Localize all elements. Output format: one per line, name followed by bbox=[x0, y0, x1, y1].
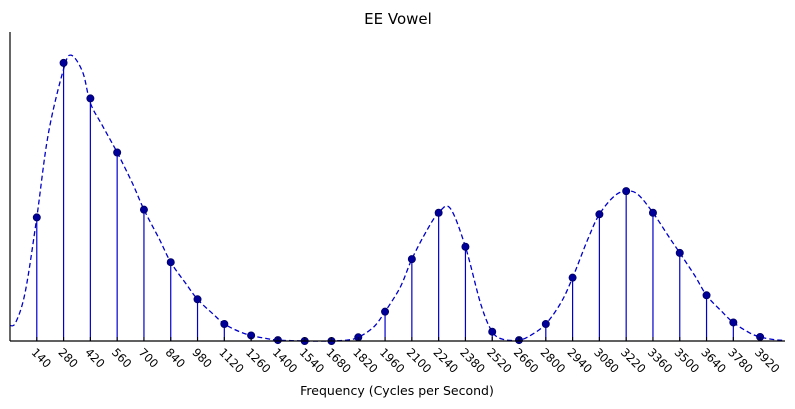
x-tick-label: 280 bbox=[55, 345, 80, 370]
x-axis-ticks: 140 280 420 560 700 840 980 1120126014001540168… bbox=[29, 337, 783, 376]
x-tick-label: 1820 bbox=[350, 345, 381, 376]
stem-marker bbox=[461, 242, 470, 251]
stem-marker bbox=[86, 94, 95, 103]
stem-marker bbox=[488, 327, 497, 336]
x-tick-label: 1260 bbox=[243, 345, 274, 376]
x-tick-label: 3220 bbox=[618, 345, 649, 376]
x-axis-label: Frequency (Cycles per Second) bbox=[300, 383, 494, 398]
stem-marker bbox=[675, 248, 684, 257]
x-tick-label: 1120 bbox=[216, 345, 247, 376]
x-tick-label: 3080 bbox=[591, 345, 622, 376]
x-tick-label: 3360 bbox=[645, 345, 676, 376]
stem-marker bbox=[59, 58, 68, 67]
stem-marker bbox=[139, 205, 148, 214]
x-tick-label: 2800 bbox=[538, 345, 569, 376]
stem-marker bbox=[568, 273, 577, 282]
stem-marker bbox=[541, 320, 550, 329]
stem-marker bbox=[407, 255, 416, 264]
x-tick-label: 1400 bbox=[270, 345, 301, 376]
x-tick-label: 3500 bbox=[672, 345, 703, 376]
plot-area bbox=[9, 54, 786, 345]
stem-marker bbox=[166, 258, 175, 267]
stem-marker bbox=[220, 320, 229, 329]
stem-marker bbox=[729, 318, 738, 327]
envelope-curve bbox=[9, 54, 786, 342]
stem-marker bbox=[648, 208, 657, 217]
x-tick-label: 2380 bbox=[457, 345, 488, 376]
x-tick-label: 1960 bbox=[377, 345, 408, 376]
stem-marker bbox=[193, 295, 202, 304]
stem-marker bbox=[434, 208, 443, 217]
x-tick-label: 1680 bbox=[323, 345, 354, 376]
x-tick-label: 420 bbox=[82, 345, 107, 370]
x-tick-label: 3780 bbox=[725, 345, 756, 376]
stem-marker bbox=[595, 210, 604, 219]
x-tick-label: 3640 bbox=[698, 345, 729, 376]
stem-marker bbox=[381, 307, 390, 316]
x-tick-label: 2100 bbox=[404, 345, 435, 376]
x-tick-label: 840 bbox=[163, 345, 188, 370]
chart-title: EE Vowel bbox=[364, 10, 432, 28]
x-tick-label: 2940 bbox=[564, 345, 595, 376]
x-tick-label: 140 bbox=[29, 345, 54, 370]
x-tick-label: 2660 bbox=[511, 345, 542, 376]
x-tick-label: 560 bbox=[109, 345, 134, 370]
x-tick-label: 1540 bbox=[297, 345, 328, 376]
x-tick-label: 2240 bbox=[431, 345, 462, 376]
x-tick-label: 980 bbox=[189, 345, 214, 370]
x-tick-label: 3920 bbox=[752, 345, 783, 376]
x-tick-label: 700 bbox=[136, 345, 161, 370]
stem-marker bbox=[702, 291, 711, 300]
stem-marker bbox=[32, 213, 41, 222]
stem-marker bbox=[622, 187, 631, 196]
x-tick-label: 2520 bbox=[484, 345, 515, 376]
stem-marker bbox=[113, 148, 122, 157]
